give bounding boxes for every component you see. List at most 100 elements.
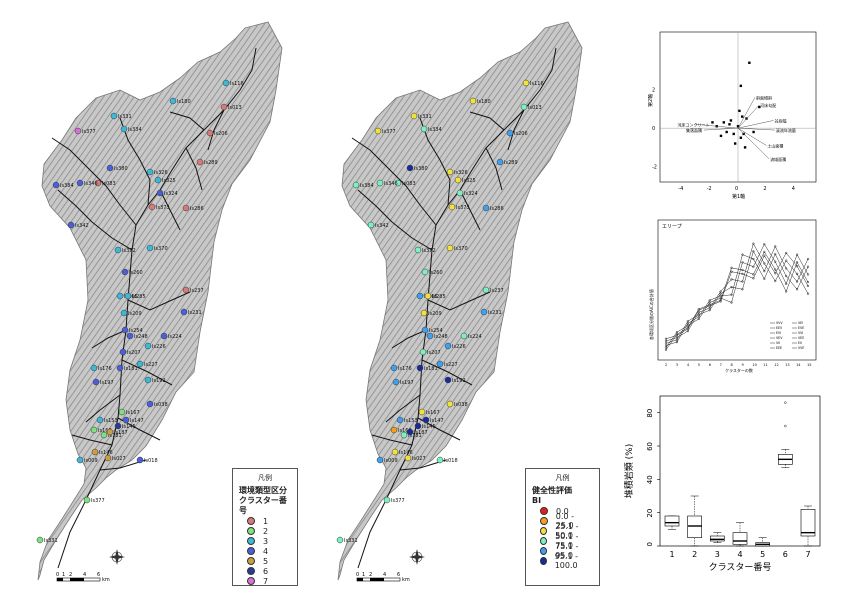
site-label: Is380 [114,166,128,172]
box-y-tick: 20 [646,509,654,518]
site-marker [106,164,114,172]
site-label: Is147 [130,418,144,424]
legend-label: 4 [263,546,269,556]
site-label: Is384 [60,183,74,189]
pca-point [732,132,735,136]
site-label: Is254 [129,328,143,334]
site-label: Is324 [464,191,478,197]
site-label: Is260 [129,270,143,276]
site-marker [376,456,384,464]
pca-y-tick: 0 [652,126,655,132]
site-marker [114,246,122,254]
site-marker [76,179,84,187]
site-label: Is013 [528,105,542,111]
legend-item: 75.1 - 95.0 [540,542,593,560]
scale-tick-label: 0 [56,572,59,578]
pca-vector-label: 溪流年流量 [776,127,796,133]
box-frame [659,395,821,547]
site-label: Is187 [414,430,428,436]
site-label: Is331 [344,538,358,544]
site-marker [496,158,504,166]
site-marker [426,332,434,340]
line-legend-label: VII [776,341,780,345]
site-marker [416,364,424,372]
site-label: Is206 [514,131,528,137]
site-label: Is146 [99,450,113,456]
box-y-tick: 60 [646,442,654,451]
pca-point [745,117,748,120]
site-marker [469,97,477,105]
pca-vector-label: 斜面傾斜 [756,94,772,100]
line-legend-label: VEI [798,321,803,325]
site-label: Is083 [102,181,116,187]
site-marker [116,292,124,300]
site-label: Is331 [44,538,58,544]
site-label: Is231 [188,310,202,316]
pca-vector [737,127,770,160]
pca-point [758,105,761,109]
site-marker [154,176,162,184]
pca-x-tick: -2 [707,186,712,192]
pca-x-tick: -4 [678,186,683,192]
pca-point [728,123,731,126]
site-marker [144,342,152,350]
site-marker [422,416,430,424]
site-marker [400,431,408,439]
site-marker [446,400,454,408]
site-label: Is167 [426,410,440,416]
box-x-tick: 2 [692,550,697,559]
box-body [664,515,680,527]
map-right: Is377 Is331 Is334 Is180 Is116 Is013 Is206 Is289… [300,0,600,600]
line-marker [806,265,810,268]
pca-vector [737,127,775,131]
site-marker [446,168,454,176]
site-marker [420,309,428,317]
site-marker [482,204,490,212]
site-marker [144,376,152,384]
box-canvas: 0 20 40 60 80 堆積岩類 (%) クラスター番号 1 2 3 4 5 6 7 [623,395,821,573]
site-label: Is009 [84,458,98,464]
site-label: Is325 [162,178,176,184]
site-marker [482,286,490,294]
scale-bar-segment [370,578,384,581]
site-label: Is334 [128,127,142,133]
scale-tick-label: 2 [69,572,72,578]
site-label: Is373 [156,205,170,211]
map-right-legend: 凡例 健全性評価 BI 0.0 0.0 - 25.0 25.1 - 50.0 50.1… [525,468,600,586]
pca-y-label: 第2軸 [648,94,654,107]
legend-item: 1 [247,516,291,526]
site-label: Is209 [428,311,442,317]
pca-point [739,136,743,139]
legend-swatch [247,567,255,575]
pca-x-tick: 0 [735,186,738,192]
legend-swatch [540,547,548,555]
site-label: Is187 [114,430,128,436]
site-marker [421,268,429,276]
site-marker [67,221,75,229]
site-label: Is346 [384,181,398,187]
line-x-tick: 5 [698,363,700,367]
site-marker [410,112,418,120]
scale-unit: km [402,577,410,583]
legend-subtitle: BI [532,496,542,505]
site-label: Is167 [126,410,140,416]
site-label: Is176 [398,366,412,372]
legend-item: 0.0 [540,506,593,516]
pca-vector-label: 流域面積 [770,156,786,162]
scale-tick-label: 0 [356,572,359,578]
line-series [665,252,809,340]
site-marker [480,308,488,316]
pca-vector-label: 土山面積 [767,142,783,148]
site-label: Is324 [164,191,178,197]
line-x-tick: 4 [687,363,690,367]
pca-point [733,142,737,145]
site-label: Is181 [424,366,438,372]
site-marker [136,360,144,368]
site-marker [206,129,214,137]
site-marker [122,416,130,424]
pca-point [738,109,741,113]
scale-bar-segment [357,578,363,581]
pca-y-tick: -2 [652,165,657,171]
legend-item: 6 [247,566,291,576]
box-x-tick: 6 [783,550,788,559]
